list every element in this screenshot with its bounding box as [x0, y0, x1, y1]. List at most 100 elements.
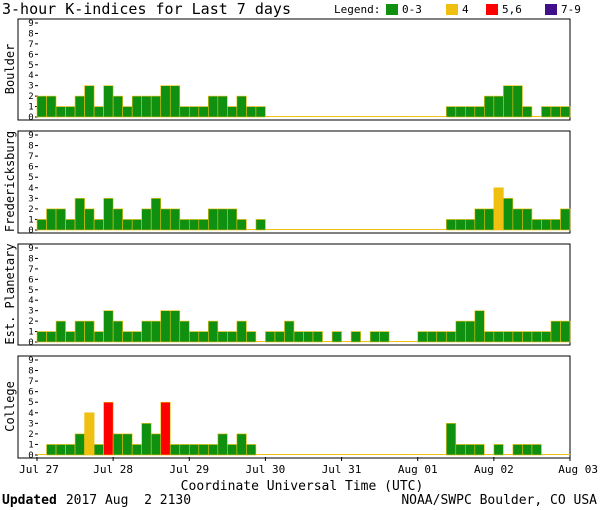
bar-boulder — [217, 95, 228, 118]
bar-college — [103, 401, 114, 456]
y-tick-label: 4 — [28, 71, 33, 81]
bar-est-planetary — [236, 320, 247, 343]
y-tick-label: 3 — [28, 419, 33, 429]
bar-est-planetary — [274, 331, 285, 343]
y-tick-label: 1 — [28, 215, 33, 225]
x-tick-label: Jul 28 — [93, 463, 133, 476]
bar-est-planetary — [284, 320, 295, 343]
bar-fredericksburg — [131, 219, 142, 231]
y-tick-label: 8 — [28, 142, 33, 152]
bar-est-planetary — [246, 331, 257, 343]
bar-college — [455, 444, 466, 456]
bar-college — [141, 423, 152, 456]
bar-fredericksburg — [141, 208, 152, 231]
bar-est-planetary — [550, 320, 561, 343]
bar-boulder — [36, 95, 47, 118]
bar-boulder — [93, 106, 104, 118]
bar-est-planetary — [293, 331, 304, 343]
bar-est-planetary — [265, 331, 276, 343]
y-tick-label: 2 — [28, 317, 33, 327]
bar-fredericksburg — [531, 219, 542, 231]
bar-est-planetary — [217, 331, 228, 343]
bar-fredericksburg — [36, 219, 47, 231]
bar-boulder — [465, 106, 476, 118]
bar-boulder — [122, 106, 133, 118]
bar-boulder — [550, 106, 561, 118]
y-tick-label: 2 — [28, 92, 33, 102]
bar-college — [493, 444, 504, 456]
y-tick-label: 0 — [28, 451, 33, 461]
x-tick-label: Jul 29 — [169, 463, 209, 476]
bar-est-planetary — [55, 320, 66, 343]
y-tick-label: 5 — [28, 398, 33, 408]
bar-fredericksburg — [445, 219, 457, 231]
bar-fredericksburg — [169, 208, 181, 231]
bar-boulder — [55, 106, 66, 118]
bar-fredericksburg — [550, 219, 561, 231]
panel-frame — [17, 355, 571, 459]
bar-est-planetary — [455, 320, 466, 343]
y-tick-label: 4 — [28, 409, 33, 419]
bar-est-planetary — [531, 331, 542, 343]
bar-boulder — [474, 106, 485, 118]
bar-college — [522, 444, 533, 456]
bar-est-planetary — [522, 331, 533, 343]
legend-swatch-0-3 — [386, 4, 398, 15]
y-tick-label: 1 — [28, 440, 33, 450]
bar-fredericksburg — [484, 208, 495, 231]
bar-college — [112, 433, 123, 456]
y-tick-label: 7 — [28, 377, 33, 387]
legend-label: Legend: — [334, 3, 380, 16]
bar-boulder — [255, 106, 266, 118]
series-label-boulder: Boulder — [3, 44, 17, 95]
bar-boulder — [198, 106, 209, 118]
legend-swatch-7-9 — [545, 4, 557, 15]
bar-college — [169, 444, 181, 456]
bar-college — [474, 444, 485, 456]
bar-fredericksburg — [103, 198, 114, 231]
bar-boulder — [484, 95, 495, 118]
legend-item-7-9: 7-9 — [561, 3, 581, 16]
y-tick-label: 3 — [28, 307, 33, 317]
y-tick-label: 1 — [28, 103, 33, 113]
bar-est-planetary — [198, 331, 209, 343]
bar-college — [465, 444, 476, 456]
bar-fredericksburg — [46, 208, 57, 231]
bar-fredericksburg — [55, 208, 66, 231]
y-tick-label: 5 — [28, 61, 33, 71]
bar-college — [188, 444, 200, 456]
bar-boulder — [141, 95, 152, 118]
bar-college — [122, 433, 133, 456]
bar-est-planetary — [350, 331, 361, 343]
y-tick-label: 7 — [28, 152, 33, 162]
y-tick-label: 9 — [28, 244, 33, 254]
panel-frame — [17, 130, 571, 234]
bar-est-planetary — [503, 331, 514, 343]
bar-est-planetary — [436, 331, 447, 343]
y-tick-label: 5 — [28, 173, 33, 183]
bar-college — [445, 423, 457, 456]
bar-boulder — [503, 85, 514, 118]
y-tick-label: 3 — [28, 194, 33, 204]
y-tick-label: 5 — [28, 286, 33, 296]
bar-college — [236, 433, 247, 456]
chart-title: 3-hour K-indices for Last 7 days — [2, 0, 291, 18]
bar-fredericksburg — [236, 219, 247, 231]
bar-est-planetary — [208, 320, 219, 343]
bar-fredericksburg — [512, 208, 523, 231]
y-tick-label: 0 — [28, 113, 33, 123]
bar-est-planetary — [46, 331, 57, 343]
panel-frame — [17, 243, 571, 346]
bar-fredericksburg — [503, 198, 514, 231]
panel-frame — [17, 18, 571, 121]
bar-est-planetary — [169, 310, 181, 343]
bar-fredericksburg — [160, 208, 171, 231]
bar-fredericksburg — [208, 208, 219, 231]
bar-fredericksburg — [217, 208, 228, 231]
bar-fredericksburg — [227, 208, 238, 231]
legend-item-4: 4 — [462, 3, 469, 16]
bar-fredericksburg — [84, 208, 95, 231]
bar-est-planetary — [141, 320, 152, 343]
bar-fredericksburg — [455, 219, 466, 231]
